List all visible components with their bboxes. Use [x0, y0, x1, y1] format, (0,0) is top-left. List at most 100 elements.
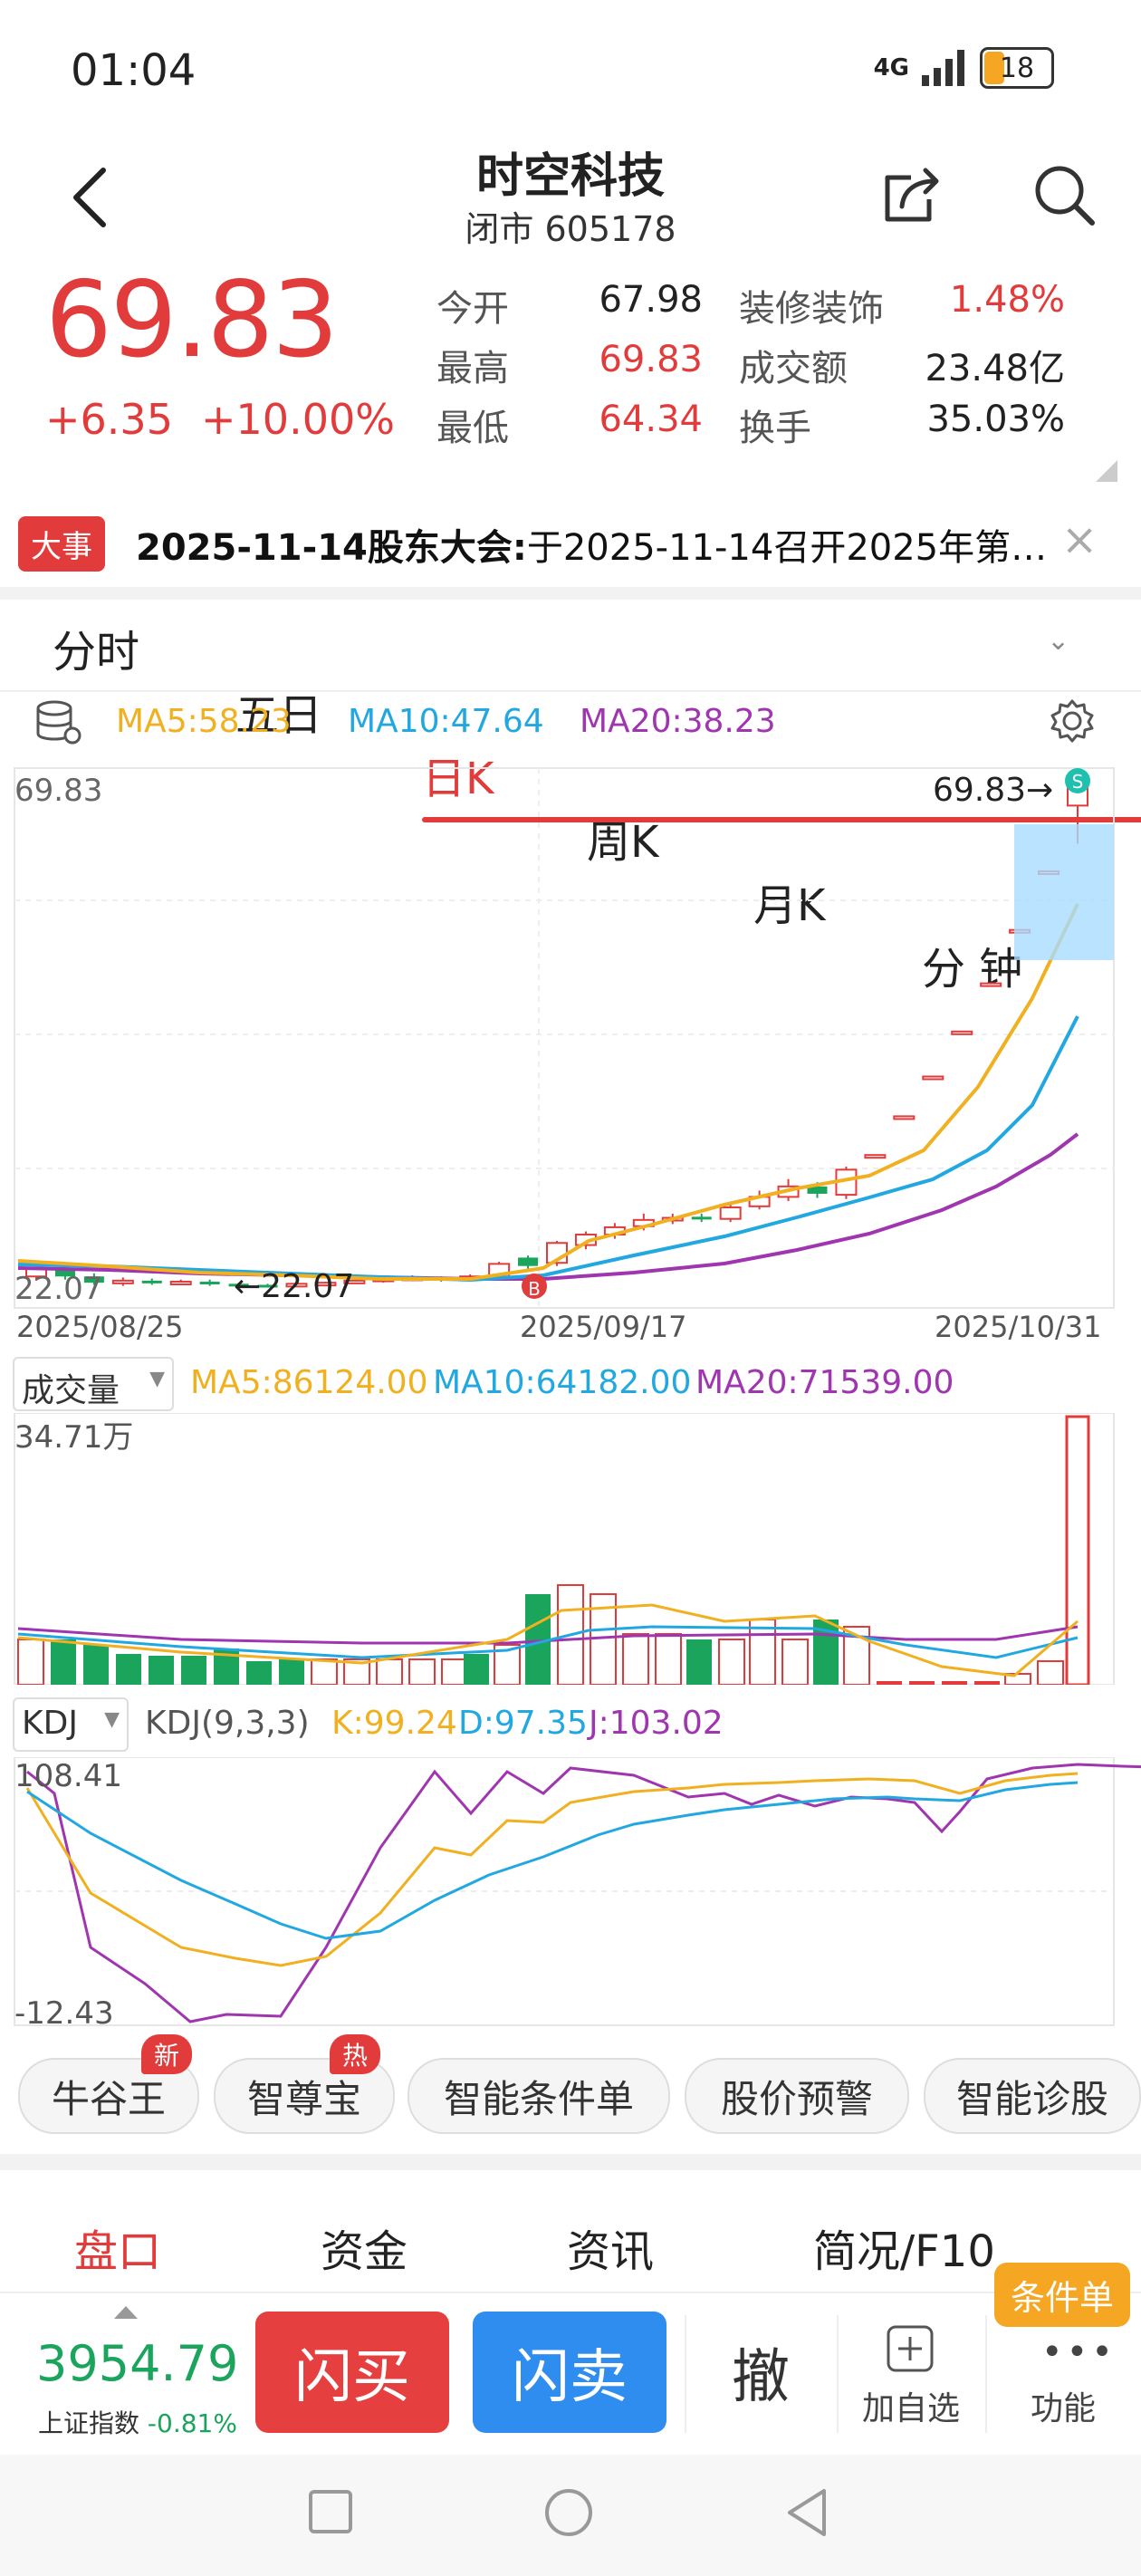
divider [685, 2315, 686, 2433]
kdj-params: KDJ(9,3,3) [145, 1705, 310, 1742]
share-icon[interactable] [875, 159, 947, 232]
candle-body [719, 1206, 742, 1220]
kdj-chart[interactable]: 108.41 -12.43 [0, 1757, 1141, 2029]
candle-body [257, 1284, 278, 1288]
market-status: 闭市 605178 [465, 209, 676, 249]
y-max-label: 69.83 [14, 773, 102, 809]
close-icon[interactable]: × [1061, 514, 1098, 565]
high-marker: 69.83→ [933, 772, 1053, 809]
candle-body [343, 1279, 366, 1284]
tab-intraday[interactable]: 分时 [53, 627, 140, 678]
sell-marker-label: S [1072, 771, 1084, 793]
divider [0, 587, 1141, 600]
candle-body [54, 1270, 75, 1277]
search-icon[interactable] [1029, 159, 1101, 232]
price-change: +6.35 [45, 395, 173, 444]
tab-order-book[interactable]: 盘口 [74, 2226, 162, 2277]
gear-icon[interactable] [1047, 696, 1098, 746]
kdj-max-label: 108.41 [14, 1758, 122, 1794]
tab-funds[interactable]: 资金 [321, 2226, 408, 2277]
candle-body [922, 1075, 944, 1081]
candle-body [169, 1281, 192, 1286]
more-icon[interactable]: ••• [1041, 2331, 1117, 2373]
vol-ma5-label: MA5:86124.00 [190, 1364, 428, 1401]
stat-turnover: 35.03% [926, 399, 1065, 440]
index-value[interactable]: 3954.79 [36, 2335, 239, 2392]
flash-sell-button[interactable]: 闪卖 [473, 2312, 666, 2433]
candle-body [518, 1257, 539, 1266]
add-favorite-button[interactable]: 加自选 [862, 2390, 961, 2427]
event-badge: 大事 [18, 516, 105, 572]
condition-order-badge[interactable]: 条件单 [994, 2263, 1131, 2327]
stat-label: 成交额 [739, 348, 848, 389]
candle-body [893, 1115, 916, 1120]
expand-corner-icon[interactable] [1096, 460, 1117, 482]
chip-smart-condition[interactable]: 智能条件单 [408, 2058, 670, 2134]
kdj-min-label: -12.43 [14, 1995, 114, 2029]
stat-label: 今开 [436, 288, 509, 330]
flash-buy-button[interactable]: 闪买 [255, 2312, 449, 2433]
functions-button[interactable]: 功能 [1031, 2390, 1097, 2427]
stat-amount: 23.48亿 [925, 348, 1065, 389]
event-text[interactable]: 2025-11-14股东大会:于2025-11-14召开2025年第… [136, 527, 1048, 569]
vol-ma20-line [17, 1625, 1079, 1645]
network-label: 4G [873, 54, 909, 82]
index-name: 上证指数 -0.81% [38, 2408, 237, 2438]
status-icons: 4G 18 [874, 47, 1054, 89]
stat-label: 换手 [739, 408, 811, 449]
candle-body [199, 1282, 220, 1285]
vol-ma10-line [17, 1625, 1079, 1659]
stock-name: 时空科技 [475, 149, 665, 204]
vol-ma10-label: MA10:64182.00 [433, 1364, 692, 1401]
low-marker: ←22.07 [234, 1268, 354, 1305]
candle-body [285, 1283, 308, 1288]
tab-monthly-k[interactable]: 月K [753, 880, 826, 931]
indicator-select-volume[interactable]: 成交量 ▼ [13, 1357, 174, 1411]
sector-change: 1.48% [949, 279, 1065, 321]
kdj-k-line [25, 1772, 1079, 1967]
home-icon[interactable] [543, 2487, 594, 2538]
add-icon[interactable] [886, 2324, 935, 2373]
signal-icon [922, 50, 964, 86]
sell-marker [1065, 768, 1090, 793]
vol-max-label: 34.71万 [14, 1419, 133, 1456]
divider [837, 2315, 839, 2433]
tab-weekly-k[interactable]: 周K [587, 817, 659, 868]
ma5-line [17, 903, 1079, 1281]
candle-body [951, 1030, 973, 1035]
database-icon[interactable] [33, 697, 83, 748]
kdj-d-label: D:97.35 [458, 1705, 588, 1742]
x-date-label: 2025/08/25 [16, 1310, 183, 1344]
tab-daily-k[interactable]: 日K [422, 743, 1141, 822]
ma10-label: MA10:47.64 [348, 703, 544, 740]
status-time: 01:04 [71, 45, 197, 96]
recent-apps-icon[interactable] [308, 2489, 353, 2534]
tab-news[interactable]: 资讯 [567, 2226, 655, 2277]
ma5-label: MA5:58.23 [116, 703, 292, 740]
chip-price-alert[interactable]: 股价预警 [685, 2058, 909, 2134]
new-badge: 新 [141, 2034, 193, 2074]
cancel-order-button[interactable]: 撤 [732, 2344, 790, 2411]
highlight-zone [1014, 824, 1114, 960]
vol-ma5-line [17, 1603, 1079, 1677]
tab-minute[interactable]: 分 钟 [922, 944, 1023, 995]
stat-open: 67.98 [599, 279, 703, 321]
indicator-select-kdj[interactable]: KDJ ▼ [13, 1697, 129, 1752]
stat-label: 最高 [436, 348, 509, 389]
chevron-down-icon[interactable]: ⌄ [1047, 625, 1070, 657]
divider [0, 690, 1141, 692]
sector-name[interactable]: 装修装饰 [739, 288, 884, 330]
ma20-label: MA20:38.23 [580, 703, 776, 740]
chip-smart-diagnosis[interactable]: 智能诊股 [924, 2058, 1141, 2134]
kline-chart[interactable]: B S 69.83 22.07 69.83→ ←22.07 2025/08/25… [0, 761, 1141, 1359]
candle-body [111, 1279, 134, 1284]
back-icon[interactable] [63, 161, 118, 234]
stat-high: 69.83 [599, 339, 703, 380]
back-nav-icon[interactable] [784, 2487, 829, 2538]
tab-five-day[interactable]: 五日 [235, 690, 323, 741]
candle-body [980, 982, 1002, 987]
volume-chart[interactable]: 34.71万 [0, 1413, 1141, 1685]
candle-body [314, 1282, 337, 1287]
current-price: 69.83 [45, 259, 339, 381]
tab-profile[interactable]: 简况/F10 [813, 2226, 995, 2277]
